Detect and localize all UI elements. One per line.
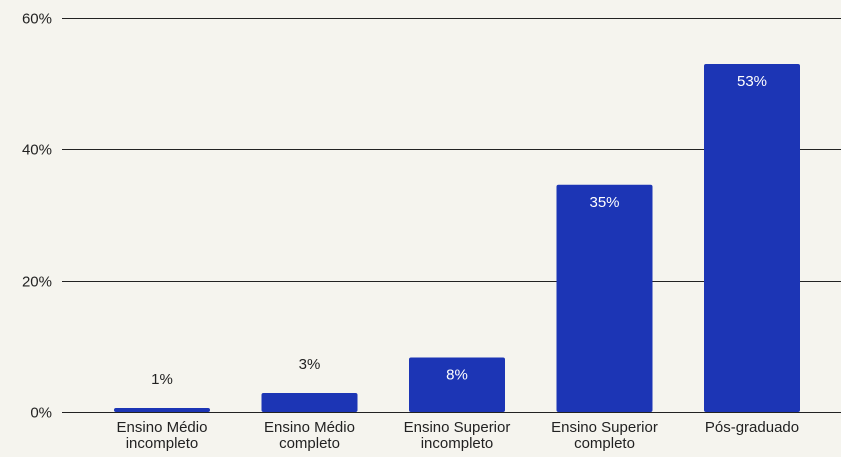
x-category-label: Ensino Médio [264, 419, 355, 436]
y-tick-label: 20% [22, 274, 52, 291]
bars [114, 63, 800, 412]
x-category-label: Ensino Superior [551, 419, 658, 436]
data-label: 53% [737, 73, 767, 90]
bar [409, 357, 505, 412]
data-labels: 1% 3% 8% 35% 53% [151, 73, 767, 388]
y-tick-label: 60% [22, 11, 52, 28]
y-tick-label: 0% [30, 405, 52, 422]
data-label: 8% [446, 366, 468, 383]
x-category-label: Ensino Médio [117, 419, 208, 436]
x-category-label: Pós-graduado [705, 419, 799, 436]
data-label: 1% [151, 371, 173, 388]
bar [556, 184, 653, 412]
x-category-label: incompleto [126, 435, 199, 452]
y-tick-label: 40% [22, 142, 52, 159]
x-category-label: Ensino Superior [404, 419, 511, 436]
data-label: 35% [589, 194, 619, 211]
bar [704, 63, 800, 412]
bar [114, 408, 210, 412]
x-category-label: completo [279, 435, 340, 452]
x-category-label: incompleto [421, 435, 494, 452]
data-label: 3% [299, 356, 321, 373]
bar [261, 392, 358, 412]
x-category-label: completo [574, 435, 635, 452]
y-axis-tick-labels: 0% 20% 40% 60% [22, 11, 52, 422]
